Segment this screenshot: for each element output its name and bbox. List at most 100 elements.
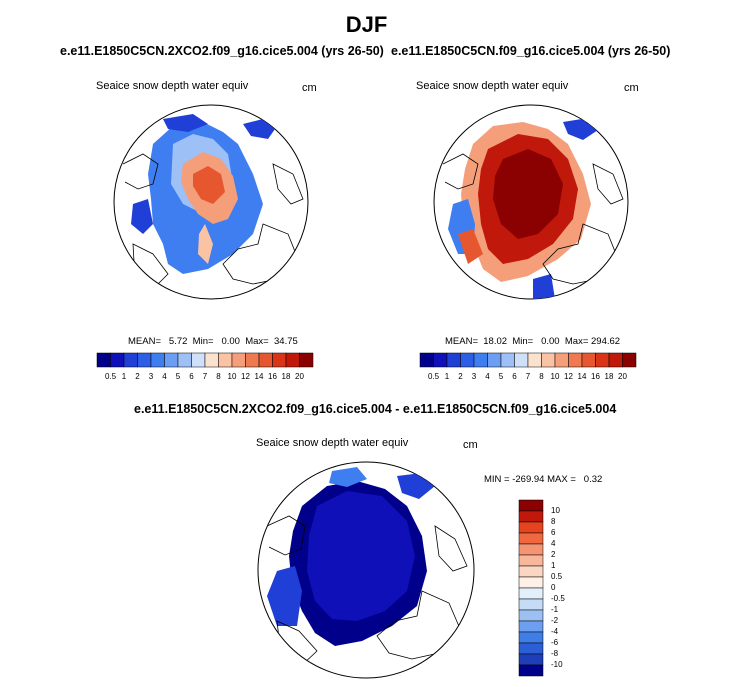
panel1-colorbar-swatch: [191, 352, 206, 368]
panel2-units: cm: [624, 82, 639, 94]
panel1-colorbar-swatch: [110, 352, 125, 368]
panel1-colorbar-swatch: [204, 352, 219, 368]
panel2-coastline: [442, 153, 624, 285]
diff-units: cm: [463, 439, 478, 451]
panel1-colorbar-swatch: [231, 352, 246, 368]
diff-stats: MIN = -269.94 MAX = 0.32: [484, 474, 603, 485]
panel2-colorbar-swatch: [487, 352, 502, 368]
panel2-colorbar-swatch: [622, 352, 637, 368]
panel2-colorbar-tick-label: 0.5: [427, 372, 440, 381]
panel1-colorbar-swatch: [218, 352, 233, 368]
panel1-colorbar-swatch: [299, 352, 314, 368]
panel1-colorbar-swatch: [164, 352, 179, 368]
panel2-colorbar-labels: 0.5 1 2 3 4 5 6 7 8 10 12 14 16 18 20: [420, 372, 636, 384]
panel1-colorbar-tick-label: 16: [268, 372, 277, 381]
panel1-colorbar: [96, 352, 314, 368]
diff-colorbar-tick-label: 10: [551, 506, 560, 515]
diff-colorbar-tick-label: 8: [551, 517, 556, 526]
diff-colorbar-labels: 10 8 6 4 2 1 0.5 0 -0.5 -1 -2 -4 -6 -8 -10: [551, 500, 581, 676]
panel2-colorbar-tick-label: 6: [512, 372, 517, 381]
panel2-colorbar: [419, 352, 637, 368]
panel2-colorbar-swatch: [541, 352, 556, 368]
panel1-colorbar-tick-label: 4: [162, 372, 167, 381]
diff-panel-title: e.e11.E1850C5CN.2XCO2.f09_g16.cice5.004 …: [134, 402, 617, 416]
diff-colorbar-swatch: [518, 499, 544, 512]
diff-colorbar-swatch: [518, 576, 544, 589]
diff-colorbar-tick-label: -10: [551, 660, 563, 669]
diff-colorbar-swatch: [518, 642, 544, 655]
panel2-colorbar-swatch: [460, 352, 475, 368]
panel1-colorbar-tick-label: 7: [202, 372, 208, 381]
diff-colorbar-tick-label: 0.5: [551, 572, 563, 581]
diff-colorbar-tick-label: -0.5: [551, 594, 565, 603]
diff-colorbar-tick-label: 1: [551, 561, 556, 570]
panel2-colorbar-swatch: [608, 352, 623, 368]
panel1-colorbar-swatch: [258, 352, 273, 368]
panel2-colorbar-swatch: [419, 352, 434, 368]
diff-colorbar-tick-label: 0: [551, 583, 556, 592]
diff-colorbar-swatch: [518, 587, 544, 600]
panel2-colorbar-tick-label: 14: [577, 372, 587, 381]
panel1-colorbar-swatch: [272, 352, 287, 368]
panel2-colorbar-tick-label: 16: [591, 372, 600, 381]
panel2-colorbar-tick-label: 4: [485, 372, 490, 381]
diff-colorbar-tick-label: 2: [551, 550, 556, 559]
panel1-colorbar-tick-label: 1: [121, 372, 127, 381]
diff-colorbar-swatch: [518, 532, 544, 545]
diff-variable-label: Seaice snow depth water equiv: [256, 437, 409, 449]
panel2-colorbar-tick-label: 5: [498, 372, 504, 381]
panel2-colorbar-swatch: [568, 352, 583, 368]
panel1-colorbar-swatch: [137, 352, 152, 368]
panel1-colorbar-tick-label: 3: [148, 372, 154, 381]
diff-colorbar-tick-label: -6: [551, 638, 559, 647]
panel1-colorbar-swatch: [123, 352, 138, 368]
panel2-variable-label: Seaice snow depth water equiv: [416, 80, 569, 92]
diff-colorbar-swatch: [518, 565, 544, 578]
panel1-colorbar-tick-label: 2: [135, 372, 140, 381]
diff-colorbar-swatch: [518, 510, 544, 523]
panel2-case-title: e.e11.E1850C5CN.f09_g16.cice5.004 (yrs 2…: [391, 44, 671, 58]
diff-colorbar-swatch: [518, 543, 544, 556]
panel1-units: cm: [302, 82, 317, 94]
panel1-colorbar-tick-label: 0.5: [104, 372, 117, 381]
panel1-colorbar-tick-label: 10: [227, 372, 237, 381]
panel2-colorbar-swatch: [514, 352, 529, 368]
panel1-colorbar-swatch: [96, 352, 111, 368]
panel2-colorbar-swatch: [527, 352, 542, 368]
diff-coastline: [266, 515, 468, 667]
panel2-colorbar-tick-label: 10: [550, 372, 560, 381]
panel2-colorbar-swatch: [500, 352, 515, 368]
panel2-colorbar-swatch: [446, 352, 461, 368]
panel2-colorbar-swatch: [595, 352, 610, 368]
diff-colorbar-tick-label: -8: [551, 649, 559, 658]
diff-colorbar-swatch: [518, 653, 544, 666]
panel1-colorbar-labels: 0.5 1 2 3 4 5 6 7 8 10 12 14 16 18 20: [97, 372, 313, 384]
panel1-case-title: e.e11.E1850C5CN.2XCO2.f09_g16.cice5.004 …: [60, 44, 384, 58]
panel2-map: [433, 104, 629, 300]
panel1-colorbar-tick-label: 20: [295, 372, 304, 381]
diff-colorbar-swatch: [518, 554, 544, 567]
panel2-colorbar-tick-label: 8: [539, 372, 544, 381]
panel2-colorbar-tick-label: 20: [618, 372, 627, 381]
panel2-colorbar-tick-label: 3: [471, 372, 477, 381]
panel1-colorbar-swatch: [285, 352, 300, 368]
panel2-colorbar-swatch: [473, 352, 488, 368]
diff-colorbar-tick-label: -1: [551, 605, 559, 614]
panel1-variable-label: Seaice snow depth water equiv: [96, 80, 249, 92]
diff-colorbar-swatch: [518, 598, 544, 611]
panel1-colorbar-swatch: [245, 352, 260, 368]
panel2-colorbar-tick-label: 2: [458, 372, 463, 381]
panel1-colorbar-tick-label: 6: [189, 372, 194, 381]
diff-colorbar-tick-label: -2: [551, 616, 559, 625]
panel1-colorbar-tick-label: 12: [241, 372, 250, 381]
panel2-colorbar-swatch: [554, 352, 569, 368]
diff-colorbar-swatch: [518, 664, 544, 677]
panel2-colorbar-tick-label: 18: [604, 372, 614, 381]
panel1-colorbar-tick-label: 18: [281, 372, 291, 381]
diff-colorbar-tick-label: -4: [551, 627, 559, 636]
diff-colorbar: [518, 499, 544, 677]
panel1-map: [113, 104, 309, 300]
panel1-colorbar-swatch: [177, 352, 192, 368]
diff-colorbar-swatch: [518, 609, 544, 622]
panel2-colorbar-tick-label: 7: [525, 372, 531, 381]
